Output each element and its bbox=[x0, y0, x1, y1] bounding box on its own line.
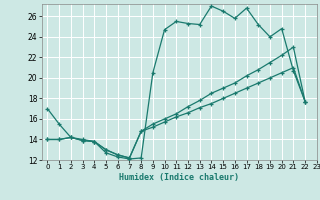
X-axis label: Humidex (Indice chaleur): Humidex (Indice chaleur) bbox=[119, 173, 239, 182]
